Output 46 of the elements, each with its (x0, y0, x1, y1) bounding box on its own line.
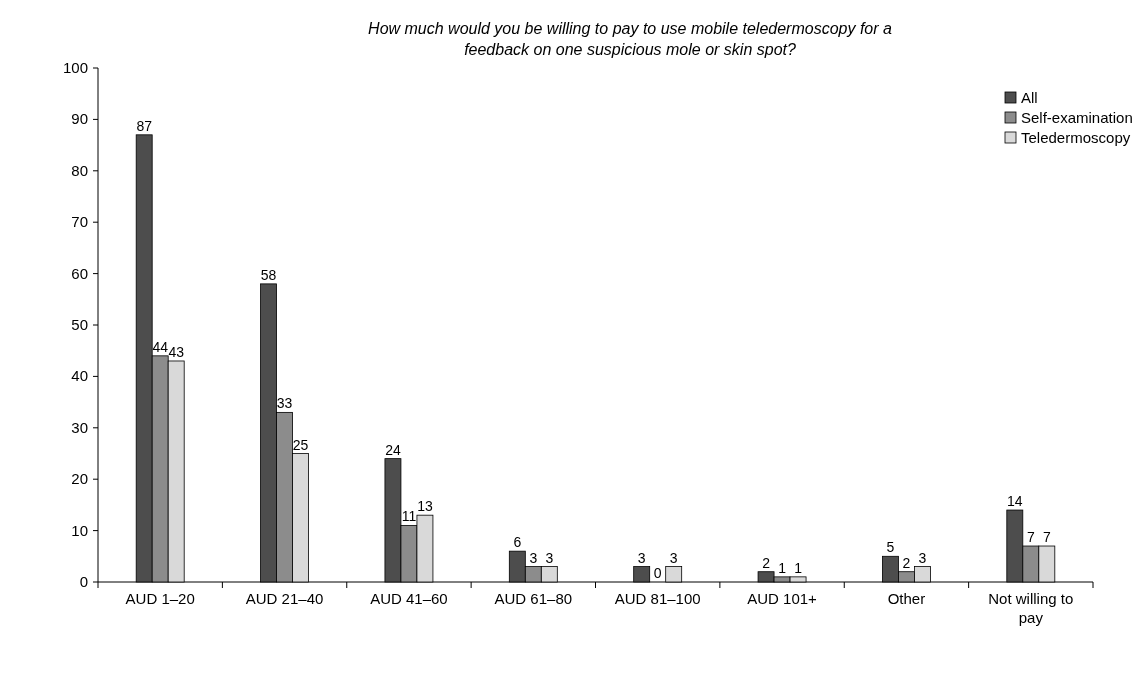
data-label: 11 (401, 508, 417, 525)
data-label: 33 (276, 395, 293, 412)
data-label: 3 (529, 549, 538, 566)
data-label: 25 (292, 436, 309, 453)
y-tick-label: 0 (79, 573, 88, 590)
y-tick-label: 40 (71, 367, 88, 385)
y-tick-label: 60 (71, 264, 88, 282)
y-tick-label: 10 (71, 521, 88, 539)
data-label: 7 (1026, 529, 1035, 546)
legend-label: Self-examination (1021, 109, 1133, 126)
x-tick-label: AUD 1–20 (125, 590, 195, 607)
x-tick-label: AUD 21–40 (245, 590, 324, 607)
data-label: 58 (260, 266, 277, 283)
x-tick-label: AUD 41–60 (370, 590, 448, 607)
data-label: 6 (513, 534, 522, 551)
legend-label: All (1021, 89, 1038, 106)
data-label: 13 (417, 498, 433, 515)
x-tick-label: AUD 81–100 (614, 590, 701, 607)
y-tick-label: 70 (71, 213, 88, 231)
y-tick-label: 30 (71, 418, 88, 436)
y-tick-label: 20 (71, 470, 88, 488)
x-tick-label: AUD 101+ (747, 590, 818, 607)
chart-title: How much would you be willing to pay to use mobile teledermoscopy for a feedback on one suspicious mole or skin spot? (368, 20, 893, 58)
data-label: 3 (637, 549, 646, 566)
y-tick-label: 90 (71, 110, 88, 128)
data-label: 2 (902, 554, 911, 571)
y-tick-label: 100 (62, 59, 88, 76)
data-label: 14 (1007, 493, 1023, 510)
data-label: 7 (1042, 529, 1051, 546)
data-label: 2 (762, 554, 771, 571)
data-label: 0 (653, 565, 662, 581)
y-tick-label: 50 (71, 316, 88, 333)
y-tick-label: 80 (71, 161, 88, 179)
data-label: 24 (385, 441, 401, 458)
data-label: 3 (545, 549, 554, 566)
x-tick-label: Not willing to pay (988, 590, 1074, 626)
data-label: 3 (918, 549, 927, 566)
data-label: 1 (794, 559, 803, 576)
legend-label: Teledermoscopy (1021, 129, 1131, 146)
data-label: 3 (669, 549, 678, 566)
data-label: 87 (136, 117, 153, 134)
x-tick-label: Other (887, 590, 926, 607)
data-label: 1 (778, 559, 787, 576)
data-label: 5 (886, 539, 895, 556)
x-tick-label: AUD 61–80 (494, 590, 573, 607)
data-label: 43 (168, 343, 185, 360)
